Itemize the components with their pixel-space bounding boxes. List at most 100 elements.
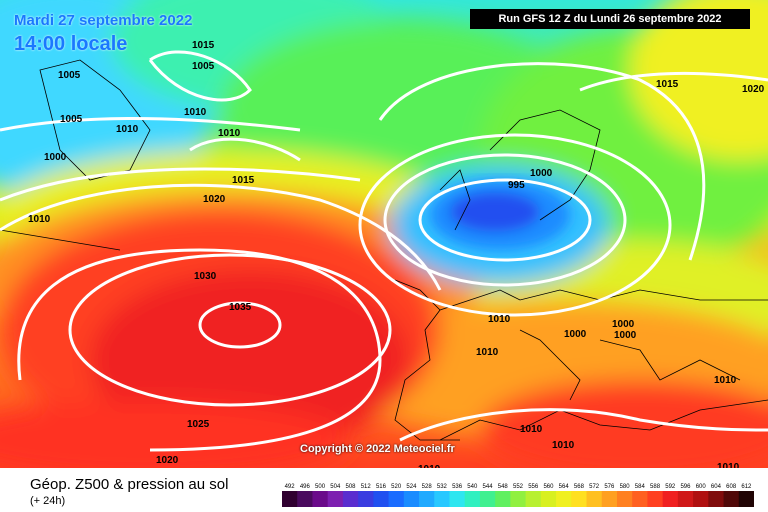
legend-tick-label: 512 (361, 484, 372, 490)
legend-tick-label: 548 (498, 484, 509, 490)
color-scale-legend: 492 496 500 504 508 512 516 520 524 528 532 536 540 5… (282, 484, 754, 507)
legend-tick-label: 536 (452, 484, 463, 490)
legend-swatch (647, 491, 664, 507)
isobar-label: 1020 (203, 194, 226, 205)
isobar-label: 1010 (552, 440, 575, 451)
isobar-label: 1010 (488, 314, 511, 325)
isobar-label: 1005 (60, 114, 83, 125)
legend-tick-label: 560 (543, 484, 554, 490)
legend-tick-label: 504 (330, 484, 341, 490)
legend-tick-label: 552 (513, 484, 524, 490)
legend-swatch (342, 491, 359, 507)
isobar-label: 1000 (564, 329, 587, 340)
legend-tick-label: 500 (315, 484, 326, 490)
isobar-label: 1010 (418, 464, 441, 468)
isobar-label: 1010 (28, 214, 51, 225)
legend-tick-label: 520 (391, 484, 402, 490)
isobar-label: 1005 (192, 61, 215, 72)
legend-tick-label: 608 (726, 484, 737, 490)
legend-swatch (510, 491, 527, 507)
isobar-label: 1025 (187, 419, 210, 430)
legend-swatch (540, 491, 557, 507)
isobar-label: 995 (508, 180, 525, 191)
forecast-date: Mardi 27 septembre 2022 (14, 12, 193, 29)
legend-swatch (373, 491, 390, 507)
legend-swatch (601, 491, 618, 507)
legend-swatch (693, 491, 709, 507)
forecast-time: 14:00 locale (14, 33, 128, 55)
legend-tick-label: 492 (285, 484, 296, 490)
legend-swatch (297, 491, 313, 507)
legend-swatch (738, 491, 754, 507)
low-core (430, 180, 570, 250)
isobar-label: 1010 (714, 375, 737, 386)
isobar-label: 1030 (194, 271, 217, 282)
legend-swatch (525, 491, 542, 507)
legend-tick-label: 528 (422, 484, 433, 490)
legend-tick-label: 584 (635, 484, 646, 490)
legend-swatch (464, 491, 481, 507)
legend-swatch (419, 491, 435, 507)
legend-swatch (586, 491, 603, 507)
legend-tick-label: 572 (589, 484, 600, 490)
isobars (0, 50, 768, 452)
legend-tick-label: 612 (741, 484, 752, 490)
forecast-offset: (+ 24h) (30, 495, 66, 507)
z500-color-field (0, 0, 768, 468)
legend-tick-label: 544 (483, 484, 494, 490)
chart-title: Géop. Z500 & pression au sol (30, 476, 229, 493)
isobar-label: 1035 (229, 302, 252, 313)
isobar-label: 1000 (44, 152, 67, 163)
isobar-label: 1010 (520, 424, 543, 435)
legend-tick-label: 524 (406, 484, 417, 490)
legend-tick-label: 564 (559, 484, 570, 490)
isobar-label: 1015 (192, 40, 215, 51)
legend-tick-label: 592 (665, 484, 676, 490)
legend-swatch (677, 491, 694, 507)
isobar-label: 1000 (612, 319, 635, 330)
isobar-label: 1015 (656, 79, 679, 90)
legend-tick-label: 556 (528, 484, 539, 490)
legend-swatch (571, 491, 588, 507)
isobar-label: 1010 (476, 347, 499, 358)
legend-swatch (662, 491, 679, 507)
isobar-label: 1010 (218, 128, 241, 139)
legend-swatch (403, 491, 420, 507)
legend-tick-label: 540 (467, 484, 478, 490)
isobar-label: 1010 (116, 124, 139, 135)
isobar-label: 1010 (717, 462, 740, 468)
legend-tick-label: 568 (574, 484, 585, 490)
legend-tick-label: 588 (650, 484, 661, 490)
legend-tick-label: 516 (376, 484, 387, 490)
run-info: Run GFS 12 Z du Lundi 26 septembre 2022 (470, 9, 750, 29)
legend-swatch (358, 491, 374, 507)
legend-swatch (282, 491, 298, 507)
legend-tick-label: 604 (711, 484, 722, 490)
legend-swatch (434, 491, 450, 507)
isobar-label: 1020 (156, 455, 179, 466)
legend-swatch (388, 491, 405, 507)
isobar-label: 1000 (614, 330, 637, 341)
legend-tick-label: 596 (680, 484, 691, 490)
isobar-label: 1000 (530, 168, 553, 179)
legend-swatch (312, 491, 329, 507)
isobar-labels: 1005 1005 1005 1015 1015 1015 1010 1010 … (28, 40, 765, 468)
isobar-label: 1010 (184, 107, 207, 118)
legend-tick-label: 496 (300, 484, 311, 490)
legend-tick-label: 580 (620, 484, 631, 490)
legend-tick-label: 508 (346, 484, 357, 490)
legend-swatch (723, 491, 740, 507)
legend-swatch (708, 491, 725, 507)
legend-swatch (479, 491, 496, 507)
legend-tick-label: 576 (604, 484, 615, 490)
legend-swatch (495, 491, 511, 507)
legend-swatch (632, 491, 648, 507)
isobar-label: 1020 (742, 84, 765, 95)
legend-swatch (556, 491, 572, 507)
legend-swatch (327, 491, 344, 507)
legend-tick-label: 600 (696, 484, 707, 490)
legend-swatch (449, 491, 466, 507)
isobar-label: 1015 (232, 175, 255, 186)
pressure-map: 1005 1005 1005 1015 1015 1015 1010 1010 … (0, 0, 768, 468)
